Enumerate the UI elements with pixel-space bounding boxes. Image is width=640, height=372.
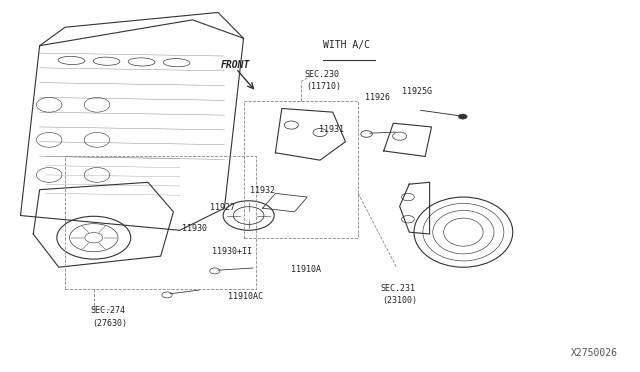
Text: 11910AC: 11910AC: [228, 292, 262, 301]
Text: (27630): (27630): [92, 318, 127, 328]
Text: 11910A: 11910A: [291, 264, 321, 274]
Circle shape: [162, 292, 172, 298]
Text: X2750026: X2750026: [570, 348, 618, 358]
Text: 11930: 11930: [182, 224, 207, 233]
Circle shape: [458, 114, 467, 119]
Text: WITH A/C: WITH A/C: [323, 40, 370, 50]
Circle shape: [210, 268, 220, 274]
Text: 11925G: 11925G: [401, 87, 431, 96]
Text: 11931: 11931: [319, 125, 344, 134]
Text: 11932: 11932: [250, 186, 275, 195]
Text: (11710): (11710): [307, 82, 342, 91]
Text: 11927: 11927: [211, 203, 236, 212]
Text: 11930+II: 11930+II: [212, 247, 252, 256]
Text: SEC.274: SEC.274: [91, 307, 125, 315]
Text: (23100): (23100): [382, 296, 417, 305]
Text: FRONT: FRONT: [221, 60, 251, 70]
Text: 11926: 11926: [365, 93, 390, 102]
Text: SEC.231: SEC.231: [381, 284, 415, 293]
Text: SEC.230: SEC.230: [304, 70, 339, 79]
